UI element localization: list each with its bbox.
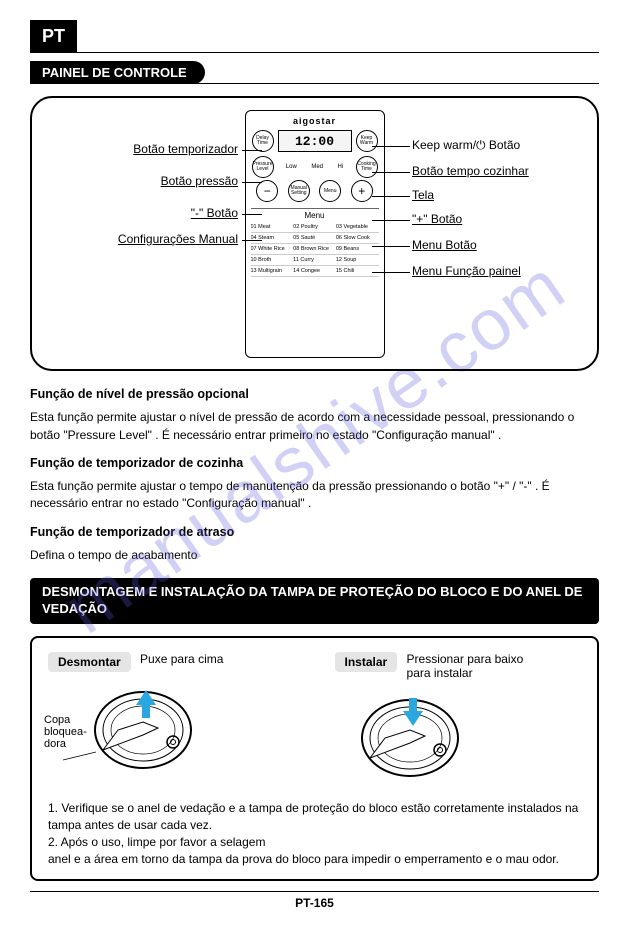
callout-label: Menu Função painel xyxy=(412,264,521,278)
menu-button[interactable]: Menu xyxy=(319,180,341,202)
brand-label: aigostar xyxy=(246,116,384,126)
manual-setting-button[interactable]: Manual Setting xyxy=(288,180,310,202)
lid-illustration-right xyxy=(335,688,485,783)
para-delay-timer: Defina o tempo de acabamento xyxy=(30,547,599,564)
para-pressure: Esta função permite ajustar o nível de p… xyxy=(30,409,599,444)
menu-function-grid: 01 Meat02 Poultry03 Vegetable04 Steam05 … xyxy=(251,222,379,277)
minus-button[interactable]: − xyxy=(256,180,278,202)
page-number: PT-165 xyxy=(30,891,599,910)
menu-item[interactable]: 13 Multigrain xyxy=(251,268,294,274)
menu-item[interactable]: 15 Chili xyxy=(336,268,379,274)
menu-item[interactable]: 03 Vegetable xyxy=(336,224,379,230)
callout-label: "+" Botão xyxy=(412,212,462,226)
callout-label: "-" Botão xyxy=(191,206,238,220)
callout-label: Tela xyxy=(412,188,434,202)
install-note-2: 2. Após o uso, limpe por favor a selagem xyxy=(48,834,581,851)
heading-cook-timer: Função de temporizador de cozinha xyxy=(30,454,599,472)
indicator-icons: LowMedHi xyxy=(279,156,351,178)
menu-item[interactable]: 11 Curry xyxy=(293,257,336,263)
menu-item[interactable]: 10 Broth xyxy=(251,257,294,263)
menu-item[interactable]: 08 Brown Rice xyxy=(293,246,336,252)
disassemble-column: Desmontar Puxe para cima Copa bloquea-do… xyxy=(48,652,295,786)
heading-pressure: Função de nível de pressão opcional xyxy=(30,385,599,403)
rule-top xyxy=(30,52,599,53)
disassemble-action: Puxe para cima xyxy=(140,652,223,666)
page-content: PT PAINEL DE CONTROLE aigostar Delay Tim… xyxy=(0,0,629,930)
install-note-1: 1. Verifique se o anel de vedação e a ta… xyxy=(48,800,581,834)
language-tag: PT xyxy=(30,20,77,53)
cooking-time-button[interactable]: Cooking Time xyxy=(356,156,378,178)
callout-label: Menu Botão xyxy=(412,238,477,252)
install-diagram-box: Desmontar Puxe para cima Copa bloquea-do… xyxy=(30,636,599,881)
install-tag: Instalar xyxy=(335,652,398,672)
menu-item[interactable]: 14 Congee xyxy=(293,268,336,274)
section-header-controls: PAINEL DE CONTROLE xyxy=(30,61,205,84)
plus-button[interactable]: + xyxy=(351,180,373,202)
lcd-display: 12:00 xyxy=(278,130,352,152)
button-row-1: Delay Time 12:00 Keep Warm xyxy=(246,126,384,152)
control-panel-diagram: aigostar Delay Time 12:00 Keep Warm Pres… xyxy=(30,96,599,371)
callout-label: Configurações Manual xyxy=(118,232,238,246)
device-panel: aigostar Delay Time 12:00 Keep Warm Pres… xyxy=(245,110,385,358)
menu-item[interactable]: 02 Poultry xyxy=(293,224,336,230)
button-row-2: Pressure Level LowMedHi Cooking Time xyxy=(246,152,384,178)
delay-time-button[interactable]: Delay Time xyxy=(252,130,274,152)
button-row-3: − Manual Setting Menu + xyxy=(246,178,384,204)
section-header-disassembly: DESMONTAGEM E INSTALAÇÃO DA TAMPA DE PRO… xyxy=(30,578,599,624)
menu-item[interactable]: 01 Meat xyxy=(251,224,294,230)
install-action: Pressionar para baixo para instalar xyxy=(407,652,537,680)
para-cook-timer: Esta função permite ajustar o tempo de m… xyxy=(30,478,599,513)
install-column: Instalar Pressionar para baixo para inst… xyxy=(335,652,582,786)
body-text: Função de nível de pressão opcional Esta… xyxy=(30,385,599,564)
callout-label: Botão tempo cozinhar xyxy=(412,164,529,178)
locking-cup-label: Copa bloquea-dora xyxy=(44,714,104,750)
callout-label: Botão temporizador xyxy=(133,142,238,156)
menu-item[interactable]: 07 White Rice xyxy=(251,246,294,252)
menu-header: Menu xyxy=(251,208,379,220)
disassemble-tag: Desmontar xyxy=(48,652,131,672)
callout-label: Botão pressão xyxy=(161,174,238,188)
menu-item[interactable]: 12 Soup xyxy=(336,257,379,263)
callout-label: Keep warm/⏻ Botão xyxy=(412,138,520,153)
install-notes: 1. Verifique se o anel de vedação e a ta… xyxy=(48,800,581,867)
keep-warm-button[interactable]: Keep Warm xyxy=(356,130,378,152)
menu-item[interactable]: 06 Slow Cook xyxy=(336,235,379,241)
pressure-level-button[interactable]: Pressure Level xyxy=(252,156,274,178)
heading-delay-timer: Função de temporizador de atraso xyxy=(30,523,599,541)
menu-item[interactable]: 05 Sauté xyxy=(293,235,336,241)
install-note-3: anel e a área em torno da tampa da prova… xyxy=(48,851,581,868)
